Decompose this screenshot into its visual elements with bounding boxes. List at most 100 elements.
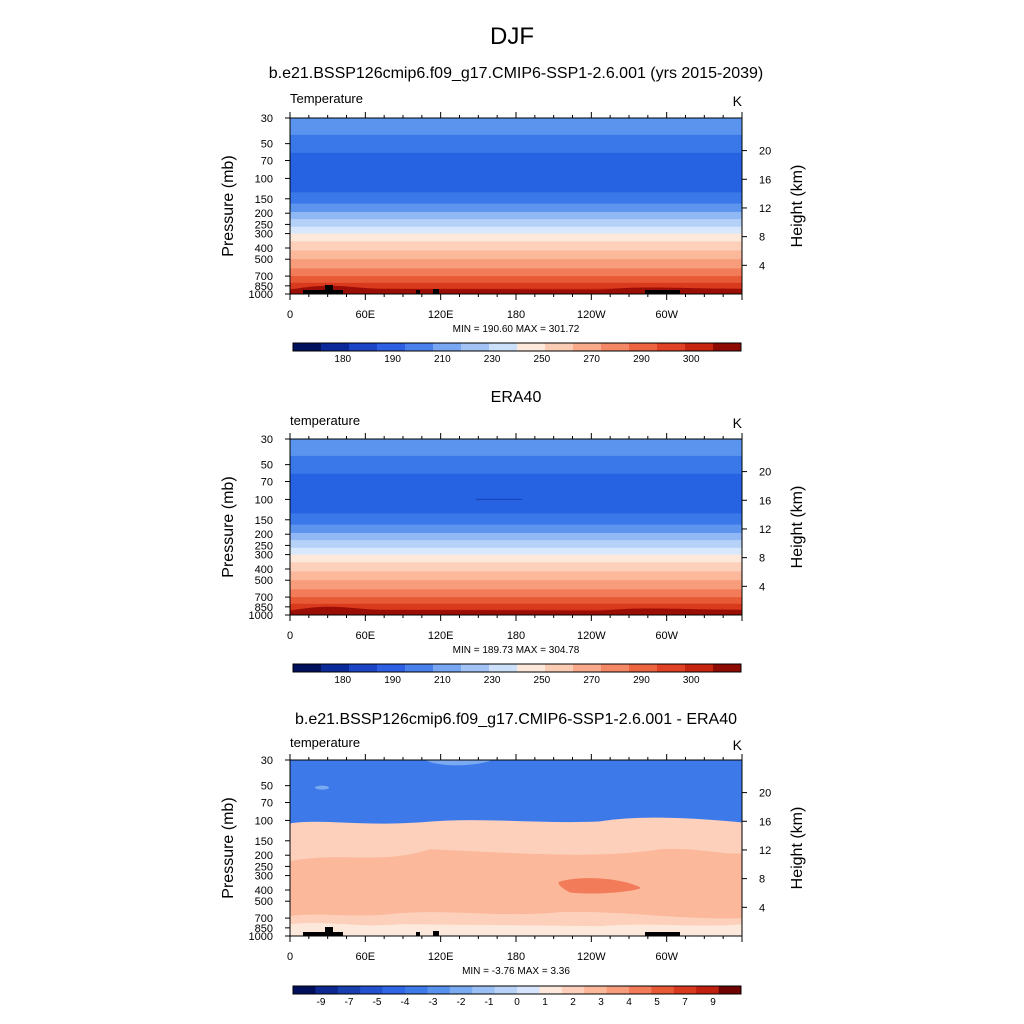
colorbar: 180 190 210 230 250 270 290 300 [292, 663, 742, 686]
panels: b.e21.BSSP126cmip6.f09_g17.CMIP6-SSP1-2.… [220, 65, 806, 1008]
units-label: K [733, 415, 743, 431]
panel-1: b.e21.BSSP126cmip6.f09_g17.CMIP6-SSP1-2.… [220, 65, 806, 365]
colorbar-swatch [584, 986, 607, 994]
colorbar-swatch [629, 664, 658, 672]
x-tick-label: 0 [287, 951, 293, 963]
temperature-band [290, 211, 742, 220]
panel-2: ERA40 temperature K 0 60E 120E 180 120W 60W 30 50 7… [220, 389, 806, 686]
diff-region-near-zero [290, 922, 742, 936]
y-tick-label: 250 [255, 861, 273, 873]
x-tick-label: 60E [356, 951, 376, 963]
colorbar-swatch [606, 986, 630, 994]
colorbar-swatch [293, 986, 316, 994]
x-tick-label: 0 [287, 630, 293, 642]
variable-label: temperature [290, 413, 360, 428]
land-mask [433, 931, 439, 936]
colorbar-swatch [360, 986, 383, 994]
heatmap-field [290, 760, 742, 936]
colorbar-label: 4 [626, 997, 632, 1008]
colorbar-label: 210 [434, 354, 451, 365]
land-mask [433, 289, 439, 294]
panel-title: ERA40 [491, 389, 542, 406]
x-tick-label: 60W [655, 630, 678, 642]
heatmap-field [290, 118, 742, 294]
colorbar-label: 300 [683, 675, 700, 686]
colorbar-swatch [449, 986, 473, 994]
diff-region-negative-light [315, 785, 329, 790]
colorbar-label: 180 [334, 354, 351, 365]
x-tick-label: 180 [507, 951, 525, 963]
temperature-band [290, 554, 742, 563]
y-tick-label: 50 [261, 460, 273, 472]
colorbar-label: 250 [534, 354, 551, 365]
colorbar-label: 230 [484, 675, 501, 686]
y-tick-label: 30 [261, 434, 273, 446]
temperature-band [290, 118, 742, 136]
y-right-tick-label: 8 [759, 874, 765, 886]
y-tick-label: 1000 [249, 610, 273, 622]
y-right-tick-label: 4 [759, 581, 765, 593]
colorbar-swatch [377, 664, 406, 672]
panel-title: b.e21.BSSP126cmip6.f09_g17.CMIP6-SSP1-2.… [295, 711, 737, 728]
temperature-band [290, 276, 742, 284]
colorbar-swatch [545, 664, 574, 672]
land-mask [325, 927, 333, 936]
y-right-tick-label: 16 [759, 816, 771, 828]
y-tick-label: 700 [255, 271, 273, 283]
colorbar-swatch [321, 343, 350, 351]
temperature-band [290, 571, 742, 581]
panel-title: b.e21.BSSP126cmip6.f09_g17.CMIP6-SSP1-2.… [269, 65, 764, 82]
y-tick-label: 1000 [249, 289, 273, 301]
temperature-band [290, 134, 742, 154]
temperature-band [290, 219, 742, 228]
colorbar-frame [292, 663, 742, 673]
y-tick-label: 30 [261, 113, 273, 125]
temperature-band [290, 524, 742, 534]
colorbar-label: 290 [633, 354, 650, 365]
x-tick-label: 120E [428, 309, 454, 321]
colorbar-frame [292, 342, 742, 352]
temperature-band [290, 241, 742, 251]
colorbar-swatch [573, 664, 602, 672]
min-max-stats: MIN = -3.76 MAX = 3.36 [462, 966, 570, 977]
temperature-band [290, 268, 742, 277]
y-tick-label: 500 [255, 575, 273, 587]
y-tick-label: 70 [261, 798, 273, 810]
colorbar-frame [292, 985, 742, 995]
y-right-tick-label: 20 [759, 467, 771, 479]
colorbar-swatch [377, 343, 406, 351]
x-tick-label: 180 [507, 630, 525, 642]
colorbar-swatch [433, 343, 462, 351]
y-right-axis-label: Height (km) [789, 807, 806, 890]
y-right-tick-label: 16 [759, 174, 771, 186]
temperature-band [290, 589, 742, 598]
colorbar-label: -9 [317, 997, 326, 1008]
colorbar-swatch [517, 986, 540, 994]
temperature-band [290, 597, 742, 605]
y-tick-label: 250 [255, 219, 273, 231]
x-tick-label: 60E [356, 630, 376, 642]
colorbar-swatch [472, 986, 495, 994]
y-tick-label: 100 [255, 494, 273, 506]
x-tick-label: 120W [577, 309, 606, 321]
temperature-band [290, 562, 742, 572]
temperature-band [290, 603, 742, 611]
y-tick-label: 1000 [249, 931, 273, 943]
y-tick-label: 150 [255, 515, 273, 527]
colorbar-label: 7 [682, 997, 688, 1008]
colorbar-label: 290 [633, 675, 650, 686]
y-right-axis-label: Height (km) [789, 486, 806, 569]
colorbar: -9 -7 -5 -4 -3 -2 -1 0 1 2 3 4 5 7 9 [292, 985, 742, 1008]
colorbar-label: 180 [334, 675, 351, 686]
temperature-band [290, 513, 742, 526]
x-tick-label: 0 [287, 309, 293, 321]
colorbar-label: -5 [373, 997, 382, 1008]
x-tick-label: 60E [356, 309, 376, 321]
diff-region-positive-mid [290, 848, 742, 919]
y-tick-label: 400 [255, 243, 273, 255]
y-right-tick-label: 20 [759, 788, 771, 800]
colorbar-swatch [657, 664, 686, 672]
colorbar-swatch [545, 343, 574, 351]
y-axis-label: Pressure (mb) [220, 476, 237, 577]
